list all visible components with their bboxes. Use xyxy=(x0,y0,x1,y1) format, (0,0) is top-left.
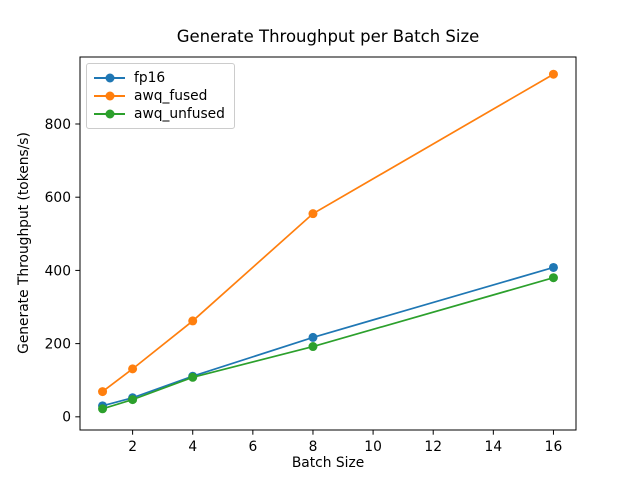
data-point-awq_fused-1 xyxy=(98,387,108,397)
x-tick-label: 12 xyxy=(424,439,442,455)
y-tick-label: 0 xyxy=(62,410,71,426)
x-tick-label: 16 xyxy=(545,439,563,455)
x-tick-label: 8 xyxy=(309,439,318,455)
legend-marker-icon xyxy=(94,91,125,102)
data-point-fp16-16 xyxy=(548,262,558,272)
legend-entry-awq-fused: awq_fused xyxy=(94,87,225,105)
x-axis-label: Batch Size xyxy=(291,455,365,471)
legend-label: awq_unfused xyxy=(134,106,225,122)
x-tick-label: 10 xyxy=(364,439,382,455)
data-point-awq_unfused-8 xyxy=(308,342,318,352)
data-point-awq_fused-4 xyxy=(188,316,198,326)
y-tick-label: 800 xyxy=(45,117,71,133)
legend-entry-fp16: fp16 xyxy=(94,69,225,87)
data-point-awq_unfused-16 xyxy=(548,273,558,283)
x-tick-label: 6 xyxy=(248,439,257,455)
x-tick-label: 14 xyxy=(485,439,503,455)
legend-entry-awq-unfused: awq_unfused xyxy=(94,105,225,123)
data-point-awq_unfused-1 xyxy=(98,404,108,414)
series-line-awq_unfused xyxy=(102,276,554,410)
legend: fp16 awq_fused awq_unfused xyxy=(86,63,235,129)
y-tick-label: 200 xyxy=(45,337,71,353)
plot-border xyxy=(79,56,577,431)
x-tick-label: 4 xyxy=(188,439,197,455)
chart-title: Generate Throughput per Batch Size xyxy=(176,27,480,46)
y-tick-label: 400 xyxy=(45,263,71,279)
legend-marker-icon xyxy=(94,109,125,120)
data-point-awq_unfused-2 xyxy=(128,395,138,405)
legend-marker-icon xyxy=(94,73,125,84)
data-point-awq_unfused-4 xyxy=(188,372,198,382)
legend-label: fp16 xyxy=(134,70,166,86)
y-tick-label: 600 xyxy=(45,190,71,206)
y-axis-label: Generate Throughput (tokens/s) xyxy=(16,132,32,354)
data-point-fp16-8 xyxy=(308,332,318,342)
data-point-awq_fused-8 xyxy=(308,209,318,219)
x-tick-label: 2 xyxy=(128,439,137,455)
legend-label: awq_fused xyxy=(134,88,208,104)
data-point-awq_fused-2 xyxy=(128,364,138,374)
data-point-awq_fused-16 xyxy=(548,69,558,79)
